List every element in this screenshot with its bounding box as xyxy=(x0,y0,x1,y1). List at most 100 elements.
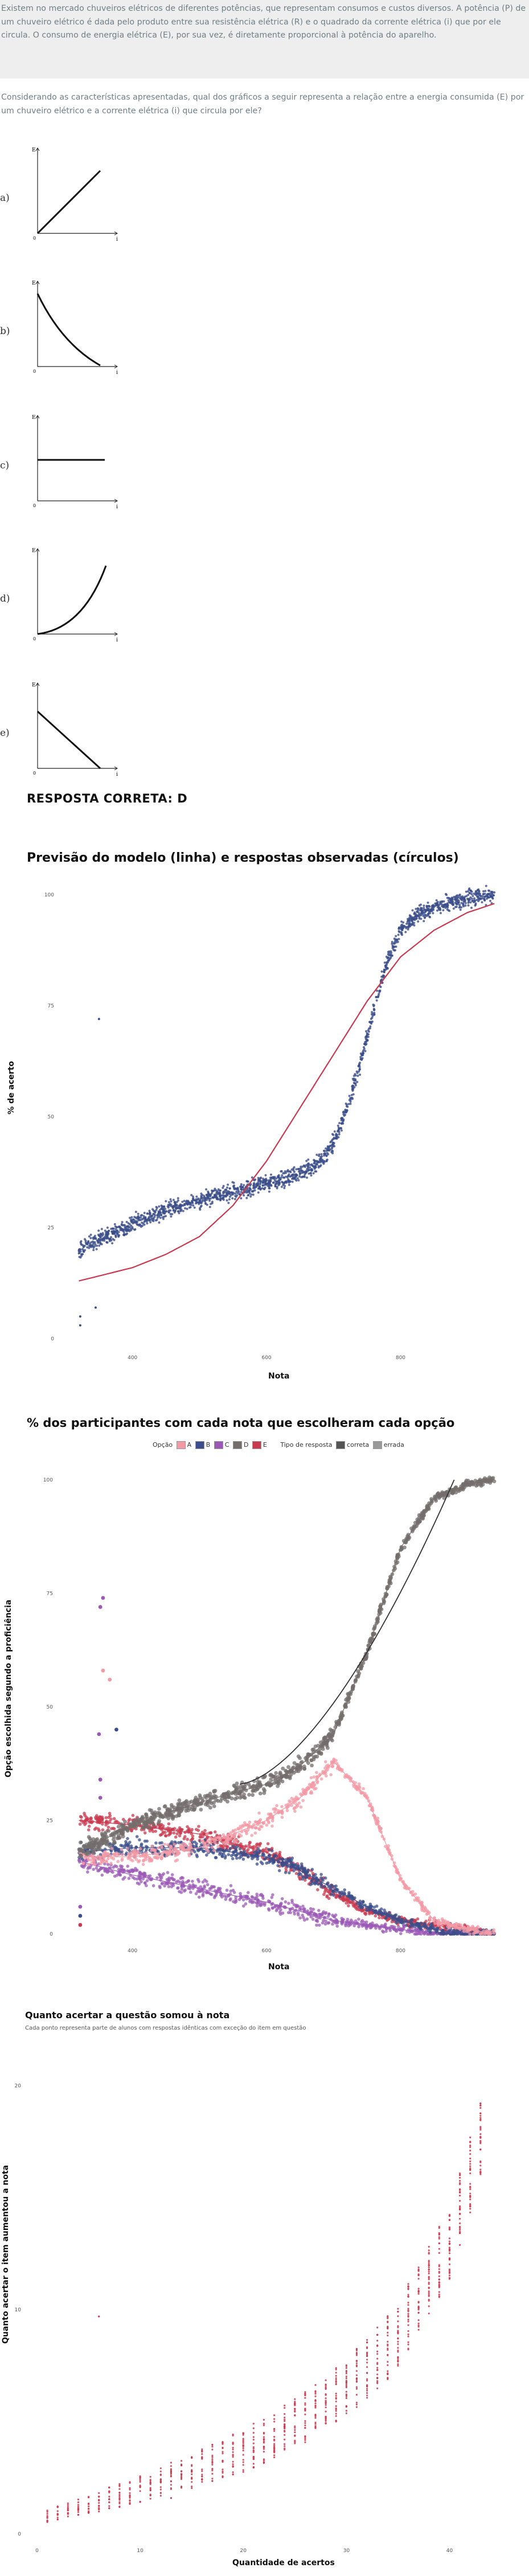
observed-point xyxy=(162,1209,165,1212)
observed-point xyxy=(259,1179,262,1182)
observed-point xyxy=(460,906,463,909)
series-point xyxy=(191,1879,194,1883)
observed-point xyxy=(187,1202,190,1205)
y-tick-label: 75 xyxy=(47,1591,53,1597)
series-point xyxy=(201,1880,205,1884)
observed-point xyxy=(300,1167,302,1170)
observed-point xyxy=(305,1164,307,1167)
legend-item-e: E xyxy=(263,1441,267,1449)
series-point xyxy=(247,1843,251,1847)
observed-point xyxy=(178,1212,181,1215)
y-arrow xyxy=(35,147,40,151)
series-point xyxy=(244,1895,248,1898)
observed-point xyxy=(198,1199,201,1201)
observed-point xyxy=(185,1202,187,1205)
observed-point xyxy=(245,1196,248,1199)
x-tick-label: 800 xyxy=(396,1948,405,1954)
series-point xyxy=(300,1862,304,1866)
series-point xyxy=(225,1839,229,1843)
series-point xyxy=(150,1858,154,1862)
series-point xyxy=(120,1858,124,1862)
observed-point xyxy=(222,1187,224,1189)
series-point xyxy=(319,1873,323,1877)
observed-point xyxy=(457,899,460,902)
observed-point xyxy=(205,1188,208,1191)
observed-point xyxy=(386,966,389,969)
observed-point xyxy=(138,1219,141,1221)
series-point xyxy=(211,1838,215,1841)
series-point xyxy=(181,1880,184,1883)
series-point xyxy=(203,1829,207,1833)
observed-point xyxy=(417,911,420,914)
series-point xyxy=(253,1820,257,1824)
option-graph: Ei0 xyxy=(32,281,118,376)
observed-point xyxy=(93,1245,96,1248)
observed-point xyxy=(340,1129,343,1132)
series-point xyxy=(81,1861,85,1865)
series-point xyxy=(154,1825,158,1829)
series-point xyxy=(194,1796,198,1800)
series-point xyxy=(169,1827,172,1830)
observed-point xyxy=(436,906,439,909)
y-tick-label: 50 xyxy=(48,1114,55,1120)
series-point xyxy=(409,1918,413,1921)
observed-point xyxy=(225,1194,228,1196)
series-point xyxy=(310,1879,313,1882)
series-point xyxy=(413,1892,417,1896)
observed-point xyxy=(99,1234,101,1237)
observed-point xyxy=(259,1177,262,1180)
series-point xyxy=(304,1878,307,1882)
observed-point xyxy=(294,1173,297,1176)
series-point xyxy=(364,1911,368,1915)
observed-point xyxy=(155,1219,158,1221)
observed-point xyxy=(354,1084,357,1087)
observed-point xyxy=(416,915,419,917)
series-point xyxy=(203,1886,206,1890)
series-point xyxy=(101,1828,105,1832)
observed-point xyxy=(462,904,465,907)
series-point xyxy=(159,1845,163,1848)
series-point xyxy=(135,1877,139,1881)
observed-point xyxy=(149,1221,152,1224)
series-point xyxy=(267,1847,270,1851)
observed-point xyxy=(361,1057,364,1060)
observed-point xyxy=(478,890,481,892)
observed-point xyxy=(447,909,450,912)
observed-point xyxy=(83,1244,86,1247)
series-point xyxy=(151,1884,155,1887)
observed-point xyxy=(148,1209,151,1212)
observed-point xyxy=(345,1111,347,1114)
option-curve xyxy=(36,710,101,769)
series-point xyxy=(373,1910,376,1914)
series-point xyxy=(170,1877,173,1880)
series-point xyxy=(259,1825,263,1828)
series-point xyxy=(178,1834,182,1838)
series-point xyxy=(247,1891,250,1894)
series-point xyxy=(225,1845,229,1849)
series-point xyxy=(154,1829,158,1833)
observed-point xyxy=(293,1166,296,1168)
observed-point xyxy=(423,908,425,911)
series-point xyxy=(218,1853,222,1856)
series-point xyxy=(257,1811,261,1815)
series-point xyxy=(300,1907,303,1911)
series-point xyxy=(134,1845,138,1849)
observed-point xyxy=(423,904,425,907)
observed-point xyxy=(474,899,477,902)
series-point xyxy=(128,1841,132,1844)
chart1-x-label: Nota xyxy=(268,1372,290,1381)
series-point xyxy=(397,1925,400,1928)
observed-point xyxy=(445,892,447,895)
observed-point xyxy=(257,1180,260,1183)
observed-point xyxy=(283,1187,286,1190)
observed-point xyxy=(270,1184,273,1187)
observed-point xyxy=(194,1199,197,1202)
observed-point xyxy=(477,892,479,895)
series-point xyxy=(120,1865,124,1869)
observed-point xyxy=(351,1088,354,1091)
series-point xyxy=(415,1932,419,1936)
observed-point xyxy=(205,1194,208,1196)
observed-point xyxy=(313,1166,315,1169)
observed-point xyxy=(408,923,411,925)
